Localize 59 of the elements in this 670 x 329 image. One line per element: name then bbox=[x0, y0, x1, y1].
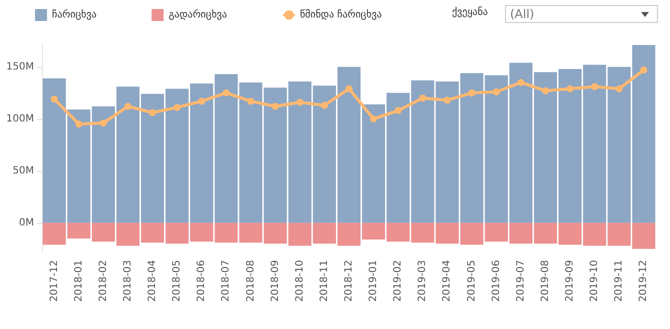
point bbox=[124, 102, 132, 110]
point bbox=[492, 88, 500, 96]
x-tick-label: 2018-11 bbox=[318, 260, 330, 302]
y-tick-label: 50M bbox=[12, 165, 34, 176]
point bbox=[296, 98, 304, 106]
text: ქვეყანა bbox=[452, 7, 488, 18]
x-tick-label: 2019-01 bbox=[368, 260, 380, 302]
x-tick-label: 2018-06 bbox=[196, 260, 208, 302]
x-tick-label: 2019-08 bbox=[540, 260, 551, 302]
x-tick-label: 2018-05 bbox=[172, 260, 183, 302]
point bbox=[149, 109, 156, 116]
point bbox=[75, 120, 82, 128]
x-tick-label: 2017-12 bbox=[48, 260, 60, 302]
x-tick-label: 2018-01 bbox=[73, 260, 84, 302]
point bbox=[640, 66, 648, 74]
y-tick-label: 0M bbox=[19, 217, 34, 228]
x-tick-label: 2018-07 bbox=[220, 260, 232, 302]
point bbox=[100, 120, 107, 127]
x-tick-label: 2019-06 bbox=[490, 260, 502, 302]
x-tick-label: 2019-12 bbox=[638, 260, 650, 302]
point bbox=[247, 98, 254, 105]
x-tick-label: 2018-09 bbox=[270, 260, 281, 302]
text: (All) bbox=[505, 5, 658, 23]
point bbox=[198, 98, 206, 105]
x-tick-label: 2018-12 bbox=[344, 260, 354, 302]
x-tick-label: 2019-07 bbox=[515, 260, 526, 302]
point bbox=[174, 104, 181, 111]
x-tick-label: 2019-05 bbox=[466, 260, 478, 302]
point bbox=[346, 85, 352, 92]
x-tick-label: 2019-02 bbox=[392, 260, 404, 302]
point bbox=[222, 89, 230, 96]
point bbox=[370, 115, 378, 122]
x-tick-label: 2019-03 bbox=[417, 260, 428, 302]
x-tick-label: 2019-11 bbox=[614, 260, 625, 302]
point bbox=[468, 89, 476, 96]
y-tick-label: 100M bbox=[6, 113, 34, 124]
point bbox=[591, 83, 598, 90]
x-tick-label: 2018-08 bbox=[245, 260, 256, 302]
x-tick-label: 2018-10 bbox=[294, 260, 306, 302]
x-tick-label: 2018-04 bbox=[147, 260, 158, 302]
legend-label: ჩარიცხვა bbox=[52, 8, 97, 20]
point bbox=[542, 87, 549, 94]
point bbox=[272, 102, 279, 110]
x-tick-label: 2019-04 bbox=[442, 260, 453, 302]
point bbox=[517, 78, 524, 86]
point bbox=[320, 102, 328, 109]
x-tick-label: 2019-09 bbox=[564, 260, 576, 302]
legend-label: გადარიცხვა bbox=[168, 8, 228, 20]
legend-label: წმინდა ჩარიცხვა bbox=[300, 8, 382, 20]
point bbox=[444, 96, 451, 104]
x-tick-label: 2018-02 bbox=[98, 260, 109, 302]
point bbox=[394, 107, 402, 114]
point bbox=[50, 96, 58, 103]
x-tick-label: 2019-10 bbox=[589, 260, 600, 302]
y-tick-label: 150M bbox=[6, 61, 34, 72]
point bbox=[419, 94, 426, 102]
x-tick-label: 2018-03 bbox=[122, 260, 134, 302]
point bbox=[616, 85, 623, 92]
point bbox=[566, 85, 574, 92]
